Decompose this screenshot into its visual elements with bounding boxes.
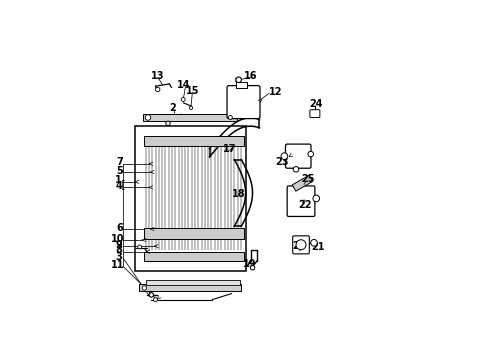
Text: 24: 24 [310,99,323,109]
Text: 7: 7 [116,157,123,167]
Text: 2: 2 [170,103,176,113]
Bar [145,228,244,239]
Text: 5: 5 [116,166,123,176]
Text: 18: 18 [232,189,246,199]
Text: 12: 12 [270,87,283,97]
Text: 4: 4 [116,181,123,191]
Circle shape [308,151,314,157]
Text: 16: 16 [245,71,258,81]
Text: 22: 22 [298,201,312,210]
Circle shape [181,98,185,102]
Bar [139,284,242,291]
Text: 9: 9 [115,240,122,250]
Circle shape [166,121,170,126]
Circle shape [149,293,153,297]
Circle shape [142,286,147,290]
Text: 6: 6 [116,222,123,233]
Bar [145,252,244,261]
Circle shape [236,77,242,82]
Text: 3: 3 [115,252,122,262]
Polygon shape [292,175,313,191]
Bar [135,126,245,270]
Text: 17: 17 [223,144,236,154]
FancyBboxPatch shape [310,110,320,117]
Text: 15: 15 [186,86,199,96]
Text: 11: 11 [111,260,125,270]
Text: 13: 13 [151,71,164,81]
FancyBboxPatch shape [227,86,260,118]
Text: 1: 1 [115,175,122,185]
Circle shape [313,195,319,202]
Text: 21: 21 [311,242,324,252]
Circle shape [155,87,160,92]
Text: 23: 23 [275,157,289,167]
Circle shape [145,115,151,120]
Circle shape [296,240,306,250]
Text: 20: 20 [292,240,306,251]
Circle shape [250,266,255,270]
Circle shape [311,239,318,246]
Circle shape [189,106,193,109]
Circle shape [138,245,142,249]
Bar [236,82,247,87]
Text: 19: 19 [243,258,256,269]
FancyBboxPatch shape [293,236,309,254]
Text: 10: 10 [111,234,125,244]
Circle shape [228,116,232,120]
FancyBboxPatch shape [287,186,315,216]
FancyBboxPatch shape [286,144,311,168]
Text: 14: 14 [177,80,191,90]
Circle shape [293,167,299,172]
Bar [143,114,237,121]
Bar [146,280,240,285]
Bar [145,136,244,146]
Circle shape [281,153,288,159]
Text: 8: 8 [115,245,122,255]
Circle shape [153,298,157,302]
Text: 25: 25 [301,174,315,184]
